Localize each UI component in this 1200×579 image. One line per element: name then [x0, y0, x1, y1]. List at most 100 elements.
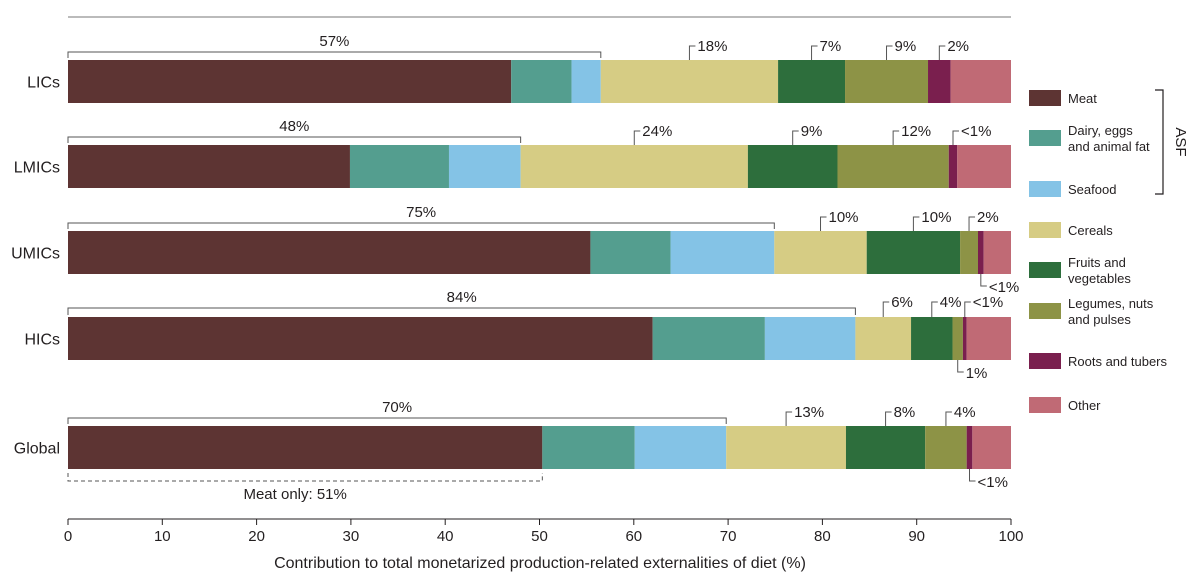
bar-segment-lics-3	[571, 60, 601, 103]
legend-label-5: Fruits and vegetables	[1068, 255, 1131, 286]
legend-swatch-8	[1029, 397, 1061, 413]
x-tick-label-30: 30	[343, 528, 360, 545]
bar-segment-global-8	[972, 426, 1011, 469]
bar-segment-lmics-8	[957, 145, 1011, 188]
asf-bracket-global	[67, 417, 727, 424]
bar-segment-global-7	[966, 426, 973, 469]
legumes-label-umics: 2%	[977, 209, 999, 226]
category-label-hics: HICs	[24, 332, 60, 349]
cereals-label-lmics-leader	[633, 130, 641, 145]
legumes-label-lics: 9%	[895, 38, 917, 55]
bar-segment-global-5	[845, 426, 926, 469]
bar-segment-hics-7	[962, 317, 967, 360]
asf-share-label-global: 70%	[382, 399, 412, 416]
fruits-vegetables-label-hics-leader	[931, 301, 938, 317]
legend-swatch-1	[1029, 90, 1061, 106]
roots-label-umics-leader	[980, 274, 987, 287]
legend-label-4: Cereals	[1068, 223, 1113, 238]
x-tick-label-70: 70	[720, 528, 737, 545]
x-tick-label-90: 90	[908, 528, 925, 545]
legend-label-6: Legumes, nuts and pulses	[1068, 296, 1154, 327]
asf-bracket-umics	[67, 222, 775, 229]
legumes-label-lmics: 12%	[901, 123, 931, 140]
legend-label-3: Seafood	[1068, 182, 1116, 197]
bar-segment-umics-6	[960, 231, 978, 274]
category-labels: LICs LMICs UMICs HICs Global	[11, 75, 60, 458]
bar-annotations: 57% 18% 7% 9% 2% 48% 24% 9% 12% <1% 75% 10% 10% 2% <1%…	[67, 33, 1019, 503]
fruits-vegetables-label-lmics-leader	[792, 130, 799, 145]
bar-segment-umics-7	[977, 231, 984, 274]
meat-only-bracket	[67, 473, 543, 482]
roots-label-lmics: <1%	[961, 123, 991, 140]
x-tick-label-0: 0	[64, 528, 72, 545]
bar-segment-lics-6	[845, 60, 929, 103]
bar-segment-umics-1	[68, 231, 591, 274]
fruits-vegetables-label-lics-leader	[811, 45, 818, 60]
legend-asf-bracket	[1155, 89, 1164, 195]
legend-label-8: Other	[1068, 398, 1101, 413]
roots-label-lics-leader	[938, 45, 946, 60]
legumes-label-lics-leader	[886, 45, 893, 60]
bar-segment-lmics-7	[948, 145, 958, 188]
bar-segment-lics-1	[68, 60, 512, 103]
x-tick-label-60: 60	[625, 528, 642, 545]
bar-segment-lics-5	[778, 60, 846, 103]
legend-asf-label: ASF	[1172, 127, 1189, 156]
fruits-vegetables-label-lics: 7%	[820, 38, 842, 55]
legumes-label-hics: 1%	[966, 365, 988, 382]
legend-swatch-5	[1029, 262, 1061, 278]
legumes-label-hics-leader	[957, 360, 964, 373]
bar-segment-global-3	[634, 426, 727, 469]
legend-label-1: Meat	[1068, 91, 1097, 106]
bar-segment-umics-5	[866, 231, 961, 274]
bar-segment-hics-8	[966, 317, 1011, 360]
x-tick-label-80: 80	[814, 528, 831, 545]
roots-label-hics: <1%	[973, 294, 1003, 311]
fruits-vegetables-label-hics: 4%	[940, 294, 962, 311]
legend-swatch-3	[1029, 181, 1061, 197]
bar-segment-umics-3	[670, 231, 775, 274]
roots-label-lics: 2%	[947, 38, 969, 55]
roots-label-umics: <1%	[989, 279, 1019, 296]
bar-segment-global-2	[542, 426, 635, 469]
bar-segment-lics-8	[950, 60, 1011, 103]
fruits-vegetables-label-global-leader	[885, 411, 892, 426]
category-label-lics: LICs	[27, 75, 60, 92]
bar-segment-hics-3	[764, 317, 856, 360]
legend-swatch-4	[1029, 222, 1061, 238]
meat-only-label: Meat only: 51%	[243, 486, 346, 503]
bar-segment-hics-5	[911, 317, 953, 360]
asf-share-label-umics: 75%	[406, 204, 436, 221]
bar-segment-lmics-2	[349, 145, 449, 188]
legumes-label-global: 4%	[954, 404, 976, 421]
bar-segment-lmics-5	[747, 145, 838, 188]
category-label-umics: UMICs	[11, 246, 60, 263]
bar-segment-umics-4	[774, 231, 867, 274]
legend-swatch-7	[1029, 353, 1061, 369]
asf-share-label-lics: 57%	[319, 33, 349, 50]
asf-share-label-hics: 84%	[447, 289, 477, 306]
legumes-label-umics-leader	[968, 216, 976, 231]
x-tick-label-40: 40	[437, 528, 454, 545]
cereals-label-global: 13%	[794, 404, 824, 421]
bar-segment-global-6	[925, 426, 967, 469]
bar-segment-hics-4	[855, 317, 912, 360]
bar-segment-umics-2	[590, 231, 671, 274]
cereals-label-umics-leader	[820, 216, 827, 231]
bar-segment-hics-1	[68, 317, 653, 360]
roots-label-global: <1%	[978, 474, 1008, 491]
legend-label-2: Dairy, eggs and animal fat	[1068, 123, 1150, 154]
stacked-bars	[68, 60, 1011, 469]
bar-segment-lics-2	[511, 60, 572, 103]
bar-segment-lmics-6	[837, 145, 949, 188]
cereals-label-lmics: 24%	[642, 123, 672, 140]
asf-bracket-hics	[67, 307, 856, 315]
x-axis: 0 10 20 30 40 50 60 70 80 90 100	[64, 518, 1024, 545]
cereals-label-hics-leader	[882, 301, 890, 317]
legumes-label-lmics-leader	[892, 130, 900, 145]
category-label-lmics: LMICs	[14, 160, 60, 177]
bar-segment-global-1	[68, 426, 543, 469]
cereals-label-umics: 10%	[829, 209, 859, 226]
legumes-label-global-leader	[945, 411, 952, 426]
